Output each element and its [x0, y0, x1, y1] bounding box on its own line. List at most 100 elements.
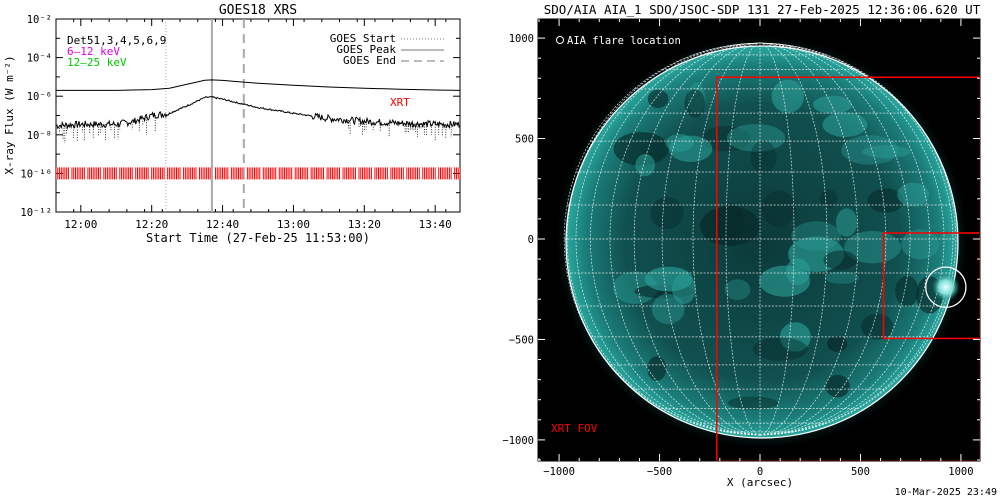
- aia-image-panel: SDO/AIA AIA_1 SDO/JSOC-SDP 131 27-Feb-20…: [502, 2, 980, 489]
- y-tick-label: 10⁻¹⁰: [20, 168, 52, 180]
- disk-brightness-patch: [825, 374, 850, 398]
- lightcurve-title: GOES18 XRS: [219, 3, 297, 18]
- meridian-line: [661, 42, 761, 436]
- disk-brightness-patch: [727, 396, 779, 410]
- aia-legend-circle-icon: [556, 36, 564, 44]
- solar-limb: [565, 45, 959, 439]
- disk-brightness-patch: [726, 123, 786, 152]
- aia-ticks: [538, 19, 980, 461]
- lightcurve-y-tick-labels: 10⁻¹² 10⁻¹⁰ 10⁻⁸ 10⁻⁶ 10⁻⁴ 10⁻²: [20, 14, 52, 219]
- disk-brightness-patch: [701, 125, 751, 152]
- disk-brightness-patch: [644, 266, 693, 292]
- disk-brightness-patch: [613, 132, 669, 166]
- x-tick-label: 12:40: [206, 218, 239, 231]
- aia-x-tick-labels: −1000 −500 0 500 1000: [543, 466, 973, 478]
- disk-brightness-patch: [700, 206, 760, 246]
- x-tick-label: 12:20: [135, 218, 168, 231]
- meridian-line: [759, 42, 859, 436]
- meridian-line: [759, 42, 795, 436]
- flare-location-circle: [925, 266, 967, 308]
- series-line-short: [56, 95, 460, 130]
- disk-brightness-patch: [825, 271, 859, 284]
- aia-y-tick-label: −1000: [502, 435, 534, 447]
- disk-brightness-patch: [827, 335, 848, 352]
- legend-entry-goes-end: GOES End: [343, 54, 396, 67]
- lightcurve-x-tick-labels: 12:00 12:20 12:40 13:00 13:20 13:40: [64, 218, 452, 231]
- legend-entry-goes-peak: GOES Peak: [336, 43, 396, 56]
- disk-brightness-patch: [819, 189, 838, 209]
- legend-entry-6-12kev: 6–12 keV: [67, 45, 120, 58]
- legend-entry-detectors: Det51,3,4,5,6,9: [67, 34, 166, 47]
- disk-brightness-patch: [651, 294, 685, 325]
- disk-brightness-patch: [812, 95, 853, 114]
- solar-disk-texture: [612, 79, 943, 410]
- disk-brightness-patch: [841, 135, 899, 165]
- y-tick-label: 10⁻⁶: [27, 91, 52, 103]
- x-tick-label: 13:20: [348, 218, 381, 231]
- aia-x-tick-label: 0: [757, 466, 763, 478]
- legend-entry-goes-start: GOES Start: [330, 32, 396, 45]
- aia-legend: AIA flare location: [556, 35, 681, 47]
- meridian-line: [759, 42, 887, 436]
- aia-title: SDO/AIA AIA_1 SDO/JSOC-SDP 131 27-Feb-20…: [544, 2, 981, 17]
- flare-brightening: [931, 273, 960, 302]
- aia-y-tick-label: 500: [515, 134, 534, 146]
- series-line-long: [56, 79, 460, 91]
- disk-brightness-patch: [862, 145, 911, 159]
- xrt-observation-ticks: [56, 167, 460, 180]
- aia-y-tick-label: 0: [528, 234, 534, 246]
- x-tick-label: 13:40: [419, 218, 452, 231]
- lightcurve-x-axis-label: Start Time (27-Feb-25 11:53:00): [146, 231, 370, 245]
- goes-event-markers: [165, 19, 245, 212]
- disk-brightness-patch: [836, 208, 858, 237]
- xrt-inset-box: [882, 232, 980, 340]
- aia-legend-label: AIA flare location: [567, 35, 681, 47]
- aia-y-tick-label: 1000: [509, 33, 534, 45]
- legend-entry-12-25kev: 12–25 keV: [67, 56, 127, 69]
- disk-brightness-patch: [635, 154, 655, 177]
- disk-brightness-patch: [823, 250, 858, 270]
- y-tick-label: 10⁻²: [27, 14, 52, 26]
- aia-x-tick-label: −1000: [543, 466, 575, 478]
- lightcurve-y-axis-label: X-ray Flux (W m⁻²): [3, 55, 16, 174]
- aia-axes-frame: [537, 18, 981, 462]
- disk-brightness-patch: [647, 89, 669, 109]
- meridian-line: [759, 42, 957, 436]
- disk-brightness-patch: [895, 275, 919, 307]
- goes-flux-series: [56, 79, 460, 143]
- lightcurve-legend-right: GOES Start GOES Peak GOES End: [330, 32, 444, 67]
- heliographic-grid: [563, 42, 957, 436]
- aia-x-tick-label: −500: [647, 466, 672, 478]
- disk-brightness-patch: [684, 89, 705, 118]
- lightcurve-panel: GOES18 XRS 12:00 12:20 12:40 13:00 13:20 13:4…: [3, 3, 461, 245]
- y-tick-label: 10⁻⁸: [27, 130, 52, 142]
- xrt-fov-label: XRT FOV: [551, 422, 598, 435]
- disk-brightness-patch: [752, 337, 808, 361]
- disk-brightness-patch: [897, 182, 930, 207]
- footer-timestamp: 10-Mar-2025 23:49: [895, 487, 997, 498]
- disk-brightness-patch: [861, 313, 894, 340]
- x-tick-label: 13:00: [277, 218, 310, 231]
- y-tick-label: 10⁻⁴: [27, 53, 52, 65]
- disk-brightness-patch: [901, 229, 940, 260]
- xrt-annotation: XRT: [390, 96, 410, 109]
- disk-brightness-patch: [761, 190, 796, 227]
- lightcurve-legend-left: Det51,3,4,5,6,9 6–12 keV 12–25 keV: [67, 34, 166, 69]
- disk-brightness-patch: [750, 140, 777, 174]
- disk-brightness-patch: [867, 188, 904, 213]
- y-tick-label: 10⁻¹²: [20, 207, 52, 219]
- disk-brightness-patch: [785, 258, 811, 286]
- aia-y-tick-label: −500: [509, 334, 534, 346]
- disk-brightness-patch: [771, 79, 804, 114]
- disk-brightness-patch: [647, 356, 667, 381]
- aia-y-tick-labels: −1000 −500 0 500 1000: [502, 33, 534, 447]
- disk-brightness-patch: [724, 279, 751, 301]
- aia-x-tick-label: 500: [851, 466, 870, 478]
- disk-brightness-patch: [650, 196, 684, 230]
- aia-x-axis-label: X (arcsec): [727, 476, 793, 489]
- x-tick-label: 12:00: [64, 218, 97, 231]
- aia-x-tick-label: 1000: [948, 466, 973, 478]
- lightcurve-ticks: [55, 18, 460, 213]
